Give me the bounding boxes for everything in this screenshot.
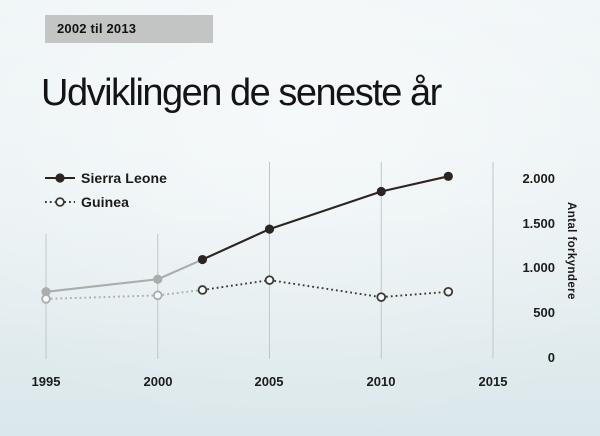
slide-title: Udviklingen de seneste år (41, 72, 442, 114)
series-segment (269, 279, 382, 299)
series-segment (202, 228, 270, 261)
series-segment (381, 175, 449, 193)
dotted-open-circle-line-icon (45, 197, 75, 207)
date-range-badge: 2002 til 2013 (45, 15, 213, 43)
series-segment (381, 290, 449, 299)
y-axis-tick-500: 500 (533, 305, 555, 320)
series-segment (269, 190, 382, 231)
chart-legend: Sierra Leone Guinea (45, 170, 167, 218)
data-point-sierra-leone-2005 (264, 224, 275, 234)
data-point-guinea-2005 (264, 275, 275, 285)
data-point-guinea-2010 (376, 292, 387, 302)
data-point-guinea-1995 (41, 294, 51, 304)
y-axis-tick-0: 0 (547, 350, 555, 365)
filled-dot-line-icon (45, 173, 75, 183)
x-axis-tick-2010: 2010 (366, 374, 396, 389)
legend-item-sierra-leone: Sierra Leone (45, 170, 167, 186)
series-segment (45, 294, 158, 300)
x-axis-tick-2000: 2000 (143, 374, 173, 389)
series-segment (157, 289, 203, 297)
x-axis-tick-1995: 1995 (31, 374, 61, 389)
y-axis-tick-1000: 1.000 (522, 260, 555, 275)
y-axis-title: Antal forkyndere (565, 202, 577, 300)
data-point-sierra-leone-2002 (197, 254, 208, 265)
data-point-guinea-2000 (152, 290, 163, 301)
data-point-sierra-leone-1995 (41, 287, 51, 297)
data-point-guinea-2013 (443, 286, 454, 297)
data-point-sierra-leone-2013 (443, 171, 453, 181)
series-segment (45, 278, 158, 293)
legend-label-sierra-leone: Sierra Leone (81, 170, 168, 186)
y-axis-tick-2000: 2.000 (522, 171, 555, 186)
data-point-sierra-leone-2010 (376, 186, 386, 197)
y-axis-tick-1500: 1.500 (522, 216, 555, 231)
legend-item-guinea: Guinea (45, 194, 167, 210)
legend-label-guinea: Guinea (81, 194, 130, 210)
x-axis-tick-2015: 2015 (478, 374, 508, 389)
data-point-guinea-2002 (197, 285, 208, 295)
series-segment (157, 258, 203, 281)
series-segment (202, 279, 270, 291)
data-point-sierra-leone-2000 (153, 274, 163, 284)
x-axis-tick-2005: 2005 (254, 374, 284, 389)
